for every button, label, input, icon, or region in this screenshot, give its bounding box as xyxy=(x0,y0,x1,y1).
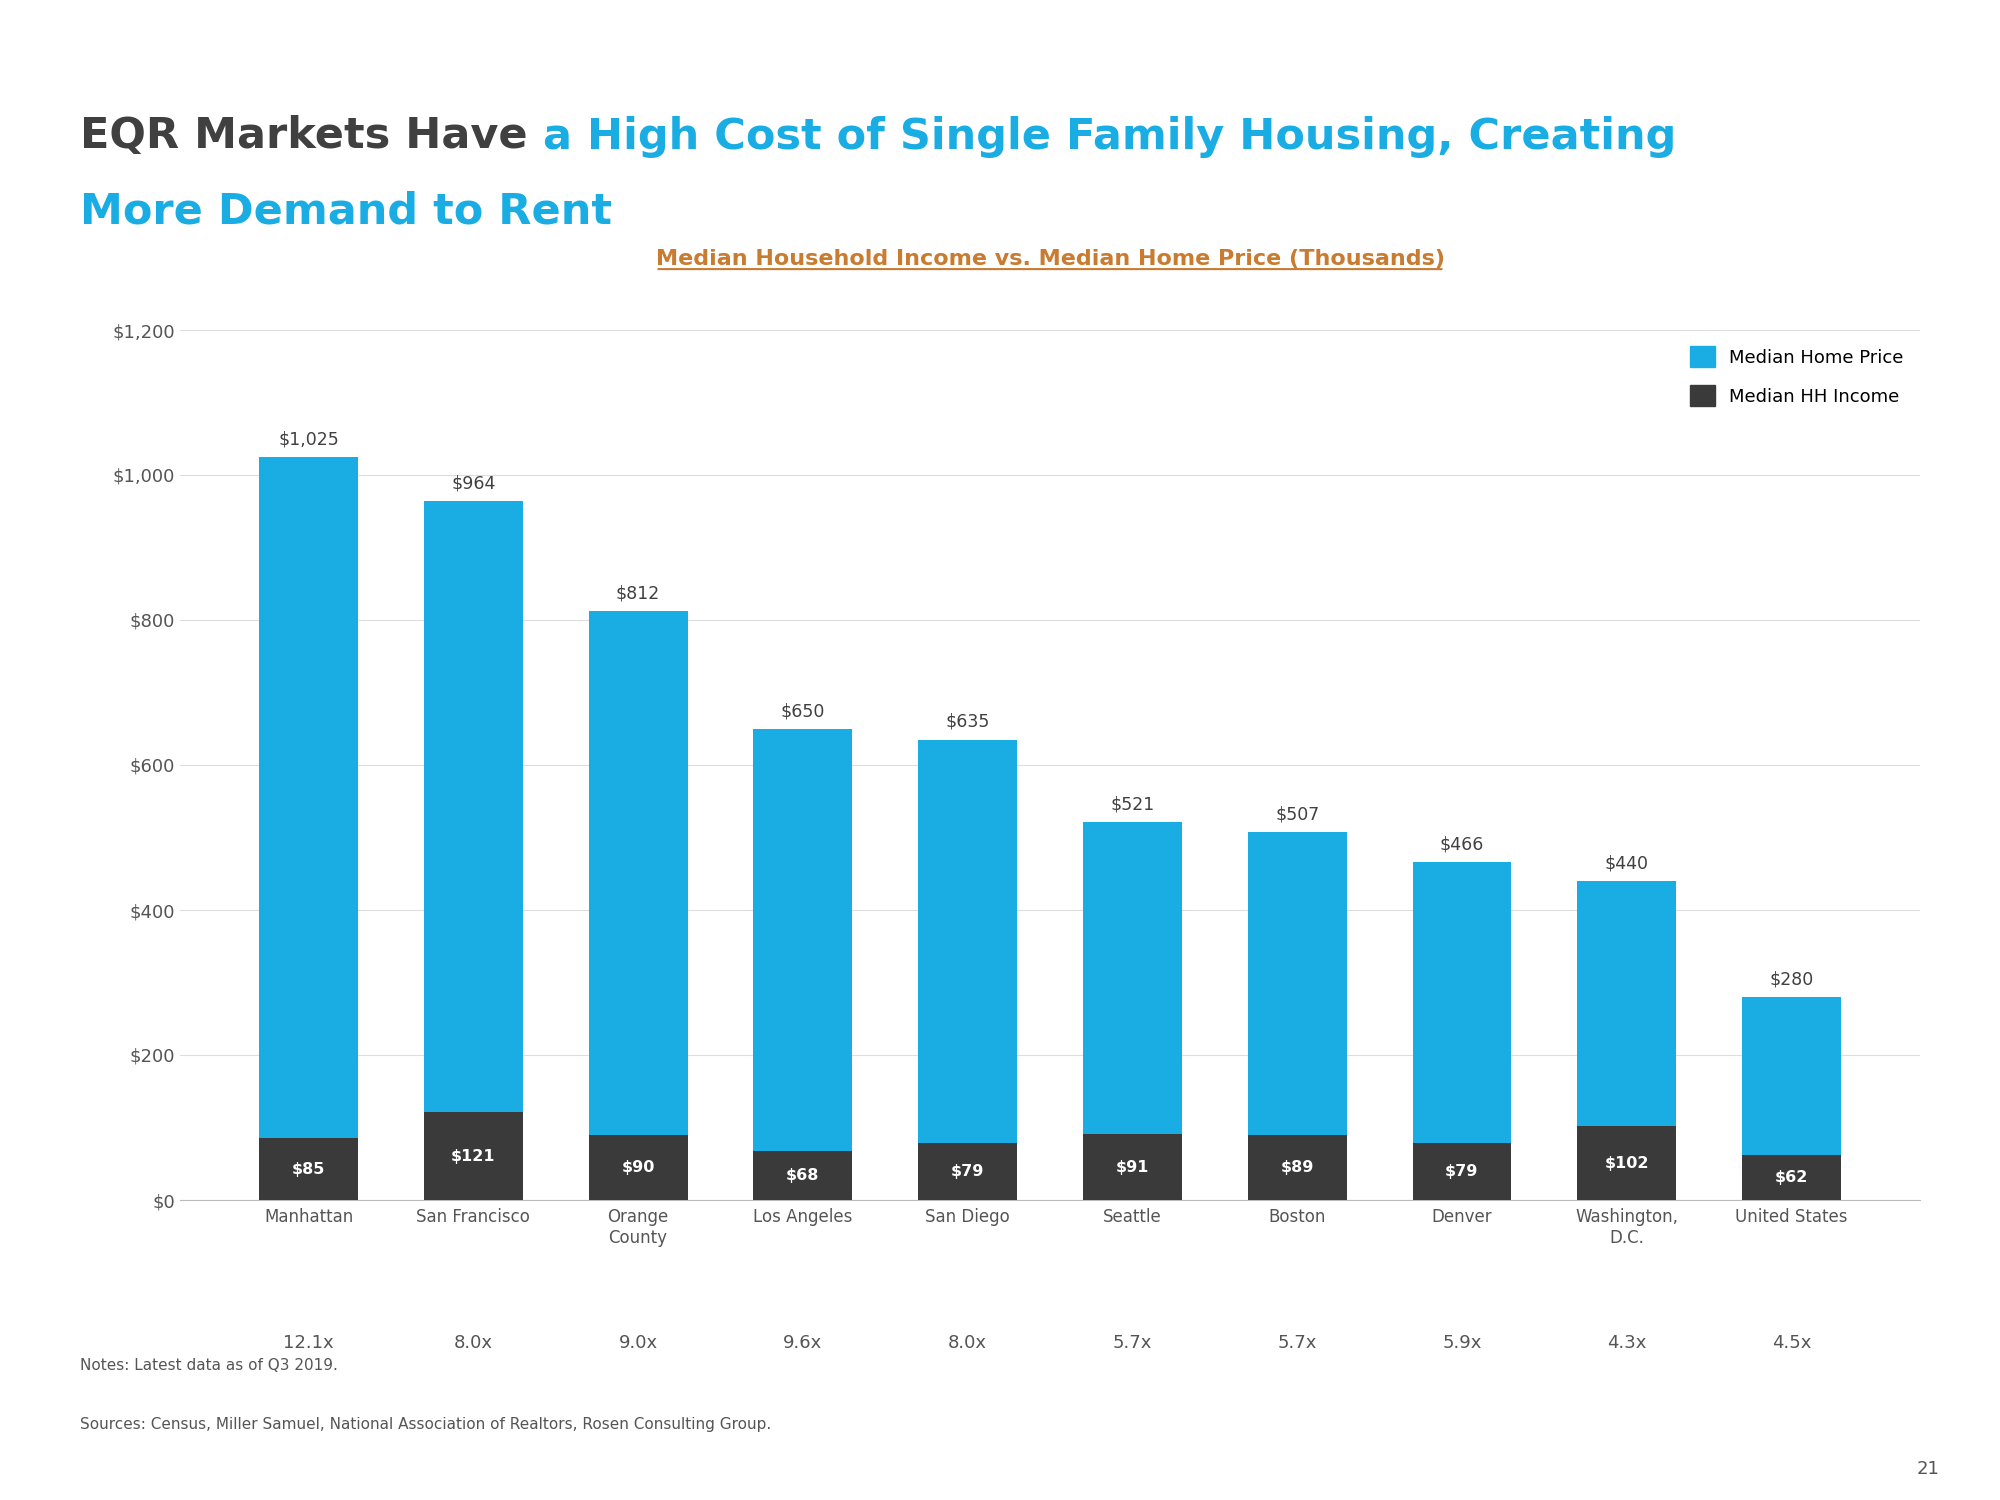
Text: $91: $91 xyxy=(1116,1160,1150,1174)
Text: $68: $68 xyxy=(786,1168,820,1184)
Bar xyxy=(1082,1134,1182,1200)
Text: $650: $650 xyxy=(780,702,826,720)
Text: 8.0x: 8.0x xyxy=(948,1334,988,1352)
Text: $521: $521 xyxy=(1110,795,1154,813)
Bar xyxy=(918,1143,1018,1200)
Text: $90: $90 xyxy=(622,1160,654,1174)
Bar xyxy=(754,729,852,1200)
Text: 21: 21 xyxy=(1918,1460,1940,1478)
Bar xyxy=(1412,1143,1512,1200)
Text: a High Cost of Single Family Housing, Creating: a High Cost of Single Family Housing, Cr… xyxy=(542,116,1676,158)
Bar xyxy=(1742,998,1840,1200)
Text: $635: $635 xyxy=(946,712,990,730)
Text: 5.7x: 5.7x xyxy=(1278,1334,1316,1352)
Text: $440: $440 xyxy=(1604,855,1648,873)
Bar xyxy=(1578,1126,1676,1200)
Text: $507: $507 xyxy=(1276,806,1320,824)
Text: $812: $812 xyxy=(616,585,660,603)
Text: 4.3x: 4.3x xyxy=(1608,1334,1646,1352)
Text: More Demand to Rent: More Demand to Rent xyxy=(80,190,612,232)
Bar xyxy=(1248,1136,1346,1200)
Text: $280: $280 xyxy=(1770,970,1814,988)
Bar xyxy=(754,1150,852,1200)
Legend: Median Home Price, Median HH Income: Median Home Price, Median HH Income xyxy=(1682,339,1910,412)
Text: $102: $102 xyxy=(1604,1155,1648,1170)
Bar xyxy=(424,1113,522,1200)
Text: $62: $62 xyxy=(1774,1170,1808,1185)
Text: 5.9x: 5.9x xyxy=(1442,1334,1482,1352)
Text: 5.7x: 5.7x xyxy=(1112,1334,1152,1352)
Text: 12.1x: 12.1x xyxy=(284,1334,334,1352)
Text: $89: $89 xyxy=(1280,1160,1314,1174)
Text: Notes: Latest data as of Q3 2019.: Notes: Latest data as of Q3 2019. xyxy=(80,1358,338,1372)
Text: $466: $466 xyxy=(1440,836,1484,854)
Text: Median Household Income vs. Median Home Price (Thousands): Median Household Income vs. Median Home … xyxy=(656,249,1444,268)
Text: $79: $79 xyxy=(950,1164,984,1179)
Text: Sources: Census, Miller Samuel, National Association of Realtors, Rosen Consulti: Sources: Census, Miller Samuel, National… xyxy=(80,1418,772,1432)
Bar xyxy=(588,612,688,1200)
Bar xyxy=(918,740,1018,1200)
Bar xyxy=(260,1138,358,1200)
Bar xyxy=(588,1134,688,1200)
Text: EQR Markets Have: EQR Markets Have xyxy=(80,116,542,158)
Text: $964: $964 xyxy=(452,474,496,492)
Bar xyxy=(1082,822,1182,1200)
Bar xyxy=(1742,1155,1840,1200)
Bar xyxy=(1248,833,1346,1200)
Text: 9.6x: 9.6x xyxy=(784,1334,822,1352)
Bar xyxy=(1412,862,1512,1200)
Text: 8.0x: 8.0x xyxy=(454,1334,492,1352)
Bar xyxy=(424,501,522,1200)
Bar xyxy=(260,458,358,1200)
Text: 9.0x: 9.0x xyxy=(618,1334,658,1352)
Bar xyxy=(1578,880,1676,1200)
Text: $1,025: $1,025 xyxy=(278,430,338,448)
Text: $79: $79 xyxy=(1446,1164,1478,1179)
Text: $121: $121 xyxy=(452,1149,496,1164)
Text: $85: $85 xyxy=(292,1161,326,1176)
Text: 4.5x: 4.5x xyxy=(1772,1334,1812,1352)
